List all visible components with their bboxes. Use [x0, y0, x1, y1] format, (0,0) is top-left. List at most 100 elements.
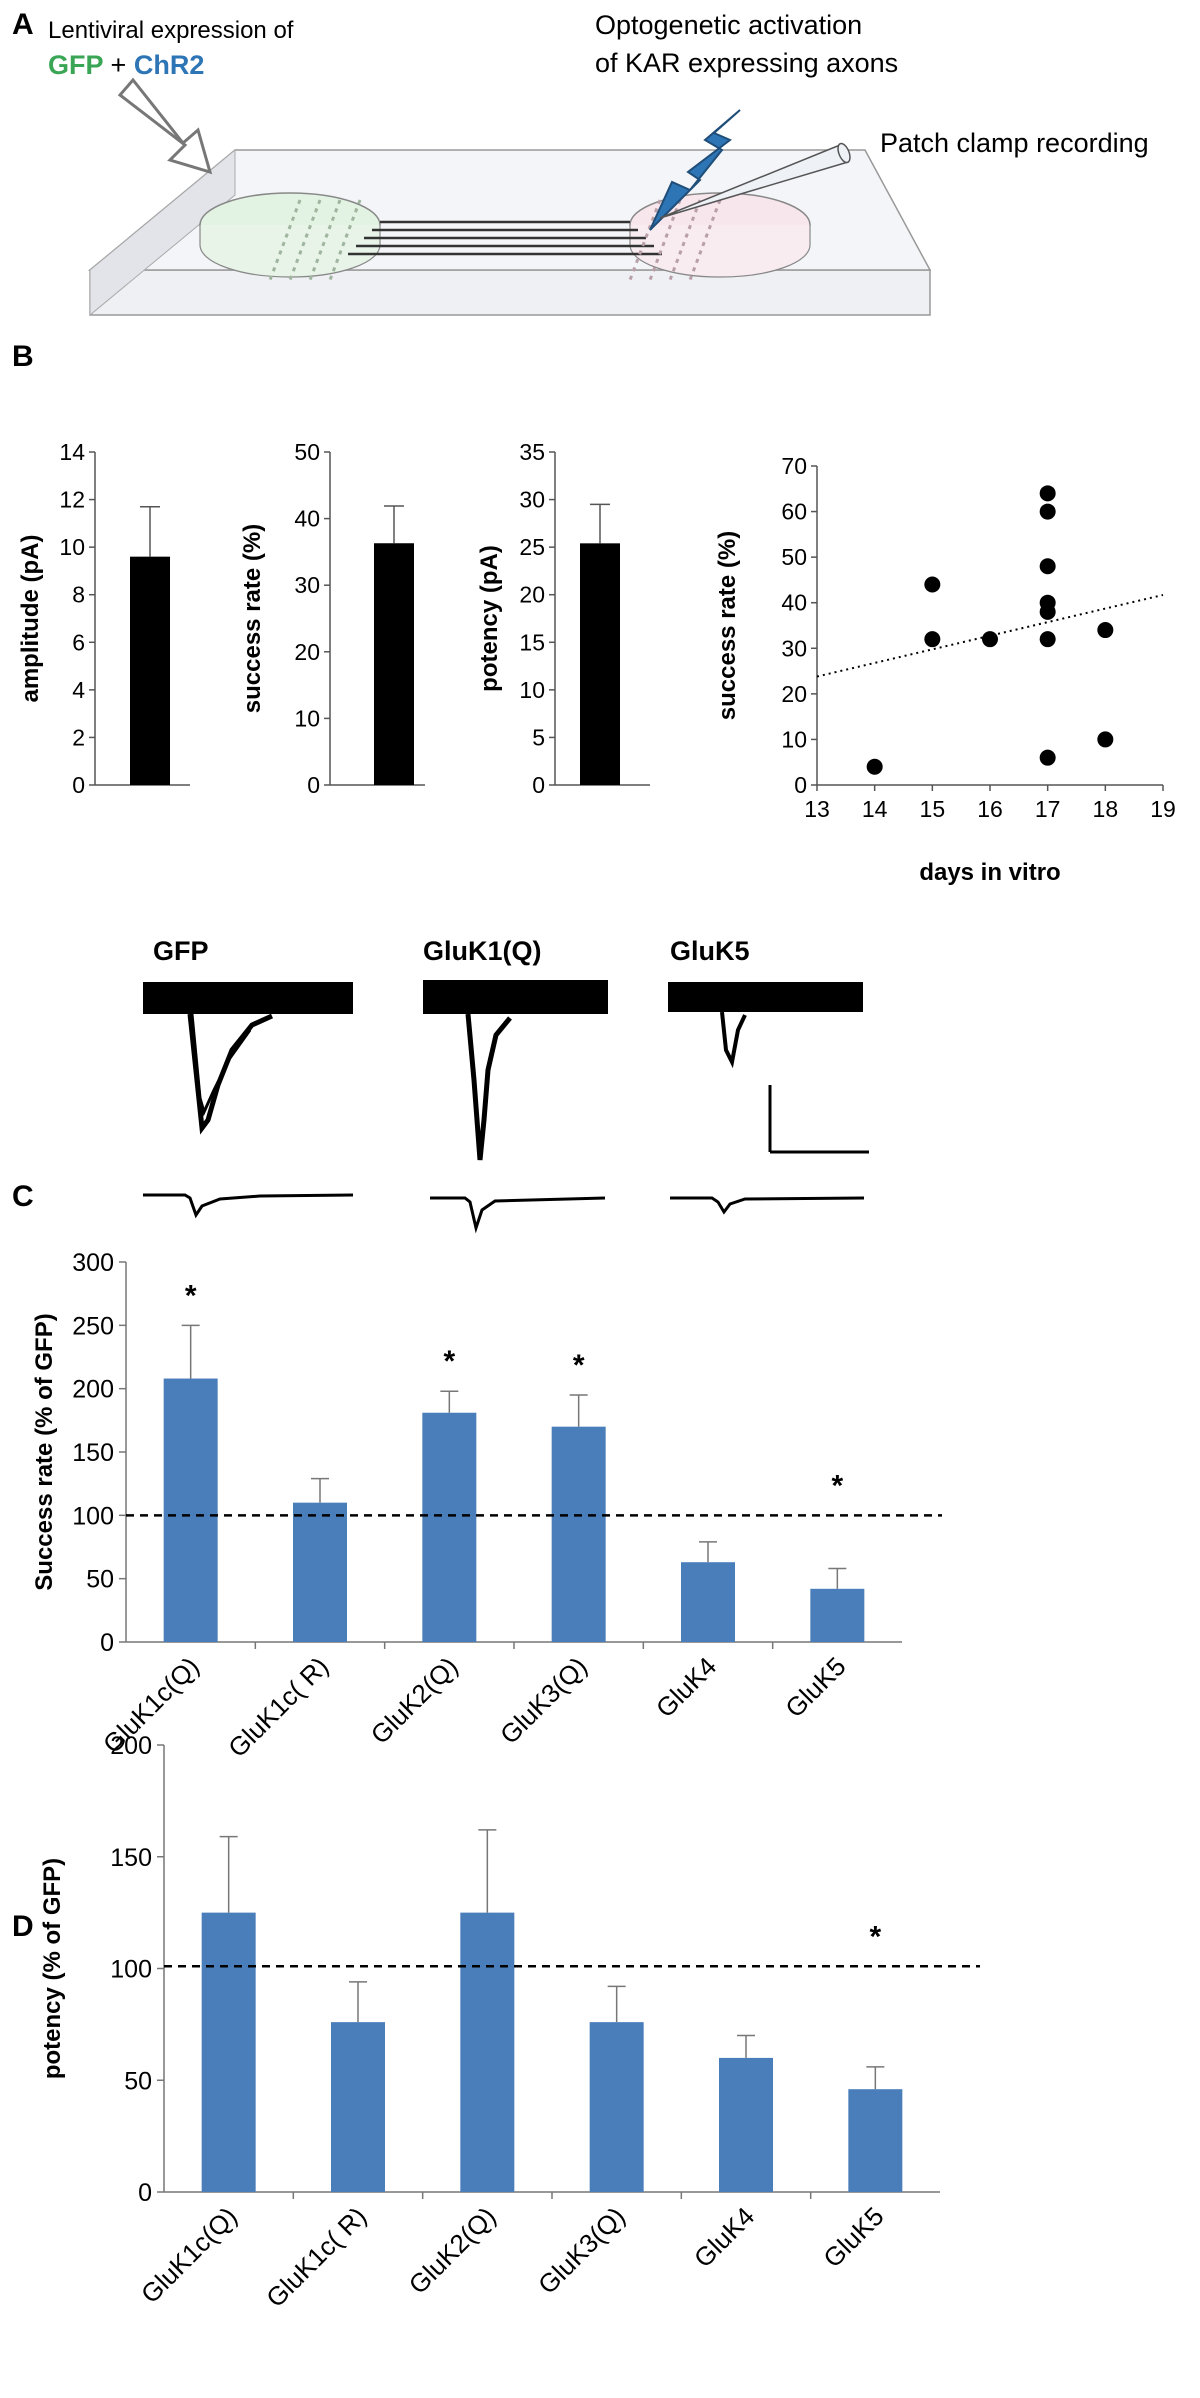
y-tick-label: 40: [294, 506, 320, 532]
y-axis-title: success rate (%): [714, 531, 741, 720]
data-point: [982, 631, 998, 648]
lentiviral-label: Lentiviral expression of: [48, 17, 294, 44]
y-tick-label: 20: [781, 681, 807, 707]
data-point: [924, 631, 941, 648]
y-tick-label: 200: [72, 1376, 114, 1404]
significance-star: *: [185, 1279, 197, 1312]
y-tick-label: 5: [532, 724, 545, 750]
y-tick-label: 20: [519, 582, 545, 608]
y-tick-label: 4: [72, 677, 85, 703]
opto-label-1: Optogenetic activation: [595, 10, 862, 40]
bar: [681, 1562, 735, 1642]
x-tick-label: 15: [920, 796, 946, 822]
trace-label-gfp: GFP: [153, 936, 209, 966]
data-point: [866, 758, 883, 775]
category-label: GluK1c( R): [260, 2201, 372, 2313]
y-tick-label: 60: [781, 499, 807, 525]
y-tick-label: 100: [72, 1502, 114, 1530]
x-tick-label: 16: [977, 796, 1003, 822]
bar: [580, 543, 620, 785]
y-tick-label: 12: [59, 487, 85, 513]
y-tick-label: 30: [781, 635, 807, 661]
panel-d-chart: 0 50 100 150 200 GluK1c(Q) GluK1c( R) GluK2(Q) G…: [39, 1732, 980, 2313]
y-tick-label: 50: [294, 439, 320, 465]
trace-gfp-overlay: [143, 982, 353, 1135]
opto-label-2: of KAR expressing axons: [595, 48, 898, 78]
bar: [293, 1502, 347, 1642]
category-label: GluK2(Q): [403, 2201, 502, 2300]
x-tick-label: 14: [862, 796, 888, 822]
y-tick-label: 8: [72, 582, 85, 608]
y-axis-title: success rate (%): [239, 524, 266, 713]
patch-clamp-label: Patch clamp recording: [880, 128, 1149, 158]
y-axis-title: potency (% of GFP): [39, 1858, 66, 2079]
bar: [374, 543, 414, 785]
y-tick-label: 50: [781, 544, 807, 570]
panel-label-a: A: [12, 8, 34, 41]
patch-pipette-icon: [659, 142, 851, 219]
x-tick-label: 17: [1035, 796, 1061, 822]
significance-star: *: [573, 1349, 585, 1382]
panel-label-b: B: [12, 340, 34, 373]
y-tick-label: 150: [72, 1439, 114, 1467]
chr2-text: ChR2: [134, 50, 205, 80]
microfluidic-device: [87, 148, 932, 317]
category-label: GluK4: [688, 2201, 760, 2273]
average-traces: [143, 1193, 865, 1234]
y-tick-label: 50: [124, 2067, 152, 2095]
panel-label-c: C: [12, 1180, 34, 1213]
y-tick-label: 2: [72, 724, 85, 750]
significance-star: *: [869, 1920, 881, 1953]
bar: [551, 1426, 606, 1642]
small-bar-chart-2: 0 5 10 15 20 25 30 35 potency (pA): [476, 439, 650, 798]
trace-label-gluk1q: GluK1(Q): [423, 936, 542, 966]
x-tick-label: 13: [804, 796, 830, 822]
y-axis-title: amplitude (pA): [17, 535, 44, 703]
y-tick-label: 10: [781, 726, 807, 752]
data-point: [1039, 603, 1056, 620]
category-label: GluK5: [779, 1651, 851, 1723]
bar: [163, 1378, 218, 1642]
y-tick-label: 0: [307, 772, 320, 798]
plus-text: +: [111, 50, 127, 80]
y-axis-title: Success rate (% of GFP): [31, 1313, 58, 1590]
expression-arrow-icon: [117, 77, 213, 175]
y-tick-label: 25: [519, 534, 545, 560]
y-tick-label: 200: [110, 1732, 152, 1760]
data-point: [1039, 558, 1056, 575]
y-tick-label: 0: [794, 772, 807, 798]
y-tick-label: 30: [294, 572, 320, 598]
y-tick-label: 250: [72, 1312, 114, 1340]
data-point: [924, 576, 941, 593]
y-tick-label: 10: [294, 705, 320, 731]
trace-gluk1q-overlay: [423, 980, 608, 1161]
bar: [130, 556, 170, 785]
y-tick-label: 150: [110, 1844, 152, 1872]
gfp-text: GFP: [48, 50, 103, 80]
light-flash-icon: [649, 109, 741, 231]
category-label: GluK2(Q): [365, 1651, 464, 1750]
small-bar-chart-0: 0 2 4 6 8 10 12 14 amplitude (pA): [17, 439, 190, 798]
y-tick-label: 15: [519, 629, 545, 655]
data-point: [1097, 731, 1114, 748]
category-label: GluK4: [650, 1651, 722, 1723]
category-label: GluK1c( R): [222, 1651, 334, 1763]
y-tick-label: 0: [532, 772, 545, 798]
bar: [589, 2022, 644, 2192]
data-point: [1039, 503, 1056, 520]
bar: [719, 2057, 773, 2192]
x-tick-label: 18: [1093, 796, 1119, 822]
y-tick-label: 30: [519, 487, 545, 513]
y-tick-label: 0: [138, 2179, 152, 2207]
data-point: [1097, 622, 1114, 639]
y-tick-label: 0: [72, 772, 85, 798]
y-tick-label: 40: [781, 590, 807, 616]
data-point: [1039, 631, 1056, 648]
y-tick-label: 6: [72, 629, 85, 655]
y-tick-label: 0: [100, 1629, 114, 1657]
data-point: [1039, 749, 1056, 766]
bar: [422, 1412, 477, 1642]
trace-gluk5-overlay: [668, 982, 863, 1069]
